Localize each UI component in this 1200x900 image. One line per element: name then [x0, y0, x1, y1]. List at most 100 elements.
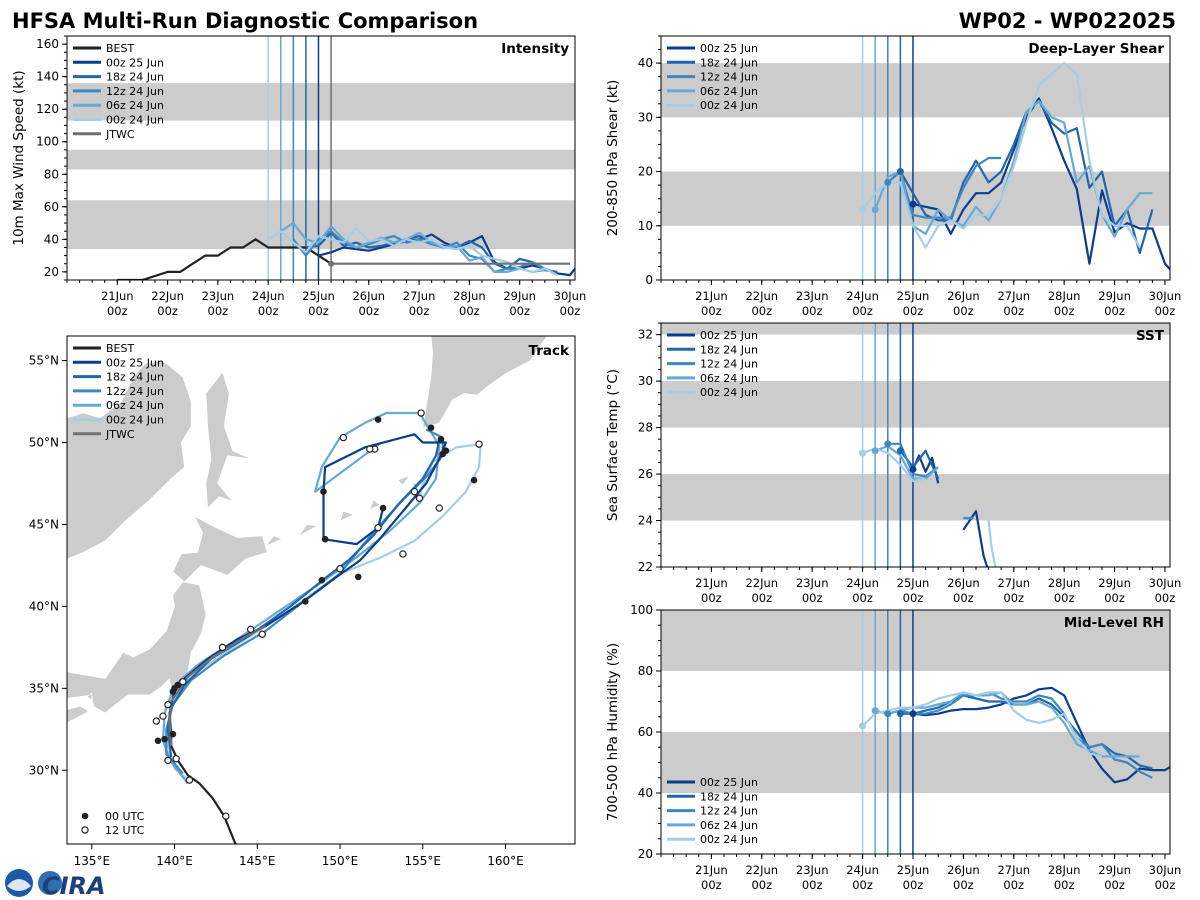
intensity-ytick-label: 100	[36, 135, 59, 149]
rh-xtick-label: 00z	[1003, 878, 1024, 892]
intensity-jtwc-start-marker	[328, 260, 335, 267]
rh-xtick-label: 22Jun	[745, 863, 778, 877]
rh-xtick-label: 28Jun	[1048, 863, 1081, 877]
sst-xtick-label: 26Jun	[947, 576, 980, 590]
sst-init-marker	[896, 447, 904, 455]
track-legend-label: 06z 24 Jun	[106, 399, 164, 412]
sst-series-line	[987, 520, 997, 567]
land-polygon	[369, 499, 381, 511]
marker-00utc	[470, 476, 478, 484]
sst-xtick-label: 28Jun	[1048, 576, 1081, 590]
track-ytick-label: 30°N	[29, 763, 59, 777]
track-ytick-label: 55°N	[29, 354, 59, 368]
track-ytick-label: 35°N	[29, 681, 59, 695]
track-legend-label: 00z 25 Jun	[106, 356, 164, 369]
sst-ytick-label: 32	[638, 328, 653, 342]
shear-xtick-label: 25Jun	[897, 289, 930, 303]
rh-xtick-label: 00z	[701, 878, 722, 892]
track-xtick-label: 150°E	[322, 854, 359, 868]
shear-series-group	[859, 61, 1170, 270]
shear-legend-label: 00z 25 Jun	[700, 42, 758, 55]
shear-xtick-label: 22Jun	[745, 289, 778, 303]
sst-xtick-label: 00z	[1104, 591, 1125, 605]
track-panel: 135°E 140°E 145°E 150°E 155°E 160°E 30°N 35°N 40…	[29, 335, 576, 868]
intensity-ytick-label: 60	[44, 200, 59, 214]
rh-ytick-label: 40	[638, 786, 653, 800]
shear-legend-label: 18z 24 Jun	[700, 56, 758, 69]
rh-xtick-label: 00z	[751, 878, 772, 892]
cira-logo-text: CIRA	[42, 872, 106, 900]
track-line	[161, 411, 441, 785]
track-ytick-label: 45°N	[29, 517, 59, 531]
shear-ytick-label: 20	[638, 165, 653, 179]
track-legend-label: 18z 24 Jun	[106, 371, 164, 384]
shear-ytick-label: 30	[638, 110, 653, 124]
rh-series-line	[887, 691, 1153, 779]
shear-xtick-label: 00z	[1155, 304, 1176, 318]
cira-globe-icon	[38, 871, 62, 895]
marker-12utc	[218, 643, 227, 652]
marker-00utc	[354, 573, 362, 581]
sst-legend-label: 12z 24 Jun	[700, 358, 758, 371]
land-polygon	[265, 535, 283, 547]
land-polygon	[397, 474, 411, 486]
intensity-panel: 2040608010012014016021Jun00z22Jun00z23Ju…	[11, 35, 586, 318]
shear-legend-label: 00z 24 Jun	[700, 99, 758, 112]
rh-xtick-label: 00z	[802, 878, 823, 892]
marker-00utc	[301, 598, 309, 605]
intensity-series-line	[292, 230, 546, 273]
rh-panel: 2040608010021Jun00z22Jun00z23Jun00z24Jun…	[605, 603, 1181, 892]
track-title: Track	[529, 343, 570, 359]
shear-ytick-label: 0	[645, 273, 653, 287]
track-line	[168, 433, 447, 735]
intensity-ytick-label: 80	[44, 167, 59, 181]
intensity-legend-label: JTWC	[105, 128, 135, 141]
rh-init-marker	[871, 707, 879, 715]
rh-series-line	[874, 691, 1140, 758]
shear-init-marker	[896, 168, 904, 176]
shear-xtick-label: 30Jun	[1149, 289, 1182, 303]
shear-series-line	[874, 99, 1153, 238]
sst-xtick-label: 00z	[701, 591, 722, 605]
intensity-legend-label: BEST	[106, 42, 134, 55]
sst-series-line	[874, 445, 939, 480]
rh-legend-label: 18z 24 Jun	[700, 790, 758, 803]
sst-xtick-label: 00z	[751, 591, 772, 605]
marker-00utc	[321, 535, 329, 543]
sst-xtick-label: 00z	[1054, 591, 1075, 605]
marker-00utc	[379, 504, 387, 512]
rh-ytick-label: 100	[630, 603, 653, 617]
shear-xtick-label: 27Jun	[997, 289, 1030, 303]
shear-xtick-label: 00z	[852, 304, 873, 318]
intensity-band-2	[67, 83, 575, 121]
sst-xtick-label: 00z	[953, 591, 974, 605]
shear-xtick-label: 00z	[903, 304, 924, 318]
rh-ytick-label: 20	[638, 847, 653, 861]
marker-legend-12-icon	[81, 826, 89, 834]
rh-xtick-label: 00z	[1104, 878, 1125, 892]
marker-12utc	[435, 504, 444, 512]
marker-00utc	[318, 576, 326, 584]
marker-12utc	[366, 445, 374, 453]
marker-12utc	[258, 630, 266, 638]
shear-legend-label: 12z 24 Jun	[700, 71, 758, 84]
sst-xtick-label: 00z	[1155, 591, 1176, 605]
intensity-xtick-label: 00z	[459, 304, 480, 318]
sst-ytick-label: 28	[638, 421, 653, 435]
land-polygon	[67, 705, 90, 724]
shear-ytick-label: 40	[638, 56, 653, 70]
marker-legend-00-label: 00 UTC	[105, 810, 145, 823]
rh-title: Mid-Level RH	[1064, 615, 1164, 631]
rh-ytick-label: 80	[638, 664, 653, 678]
intensity-series-group	[117, 222, 575, 280]
sst-init-marker	[859, 449, 867, 457]
shear-init-marker	[859, 206, 867, 214]
track-line	[168, 625, 267, 746]
track-ytick-label: 50°N	[29, 436, 59, 450]
rh-xtick-label: 00z	[1054, 878, 1075, 892]
sst-panel: 22242628303221Jun00z22Jun00z23Jun00z24Ju…	[605, 322, 1181, 605]
marker-12utc	[339, 433, 348, 442]
shear-xtick-label: 29Jun	[1098, 289, 1131, 303]
sst-xtick-label: 00z	[852, 591, 873, 605]
land-polygon	[298, 524, 318, 537]
